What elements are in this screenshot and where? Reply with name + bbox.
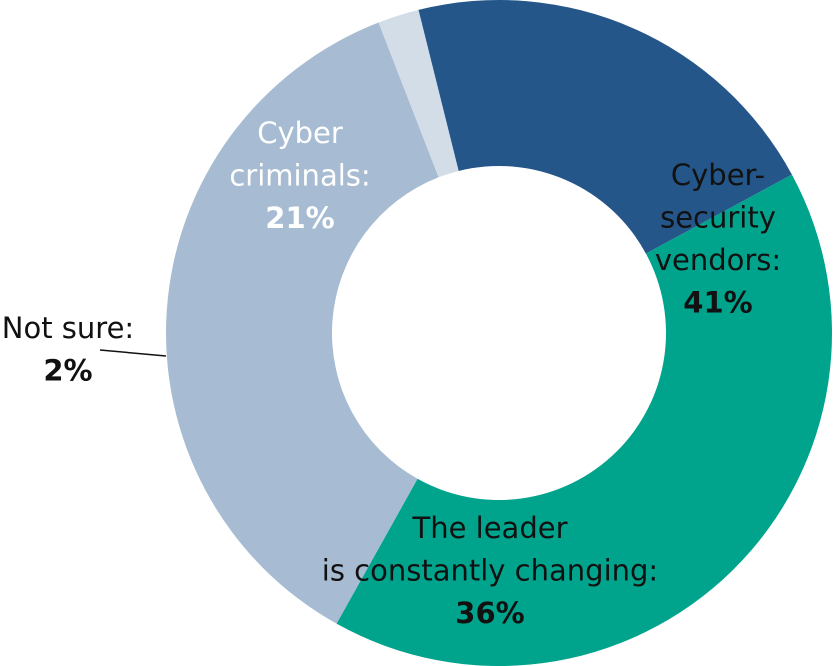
- slice-label: Cyber-: [671, 158, 765, 192]
- slice-label: vendors:: [655, 243, 781, 277]
- slice-label: security: [660, 201, 776, 235]
- slice-label: is constantly changing:: [322, 554, 658, 588]
- slice-label: Cyber: [257, 116, 343, 150]
- value-label: 2%: [43, 354, 92, 388]
- donut-slice: [418, 0, 792, 254]
- slice-label: criminals:: [229, 159, 370, 193]
- value-label: 41%: [683, 286, 752, 320]
- slice-label: Not sure:: [2, 311, 134, 345]
- leader-line: [99, 349, 167, 357]
- donut-slice: [336, 174, 832, 666]
- slice-label: The leader: [412, 511, 568, 545]
- value-label: 36%: [455, 596, 524, 630]
- donut-slice: [166, 22, 439, 624]
- value-label: 21%: [265, 201, 334, 235]
- donut-slice: [378, 9, 459, 178]
